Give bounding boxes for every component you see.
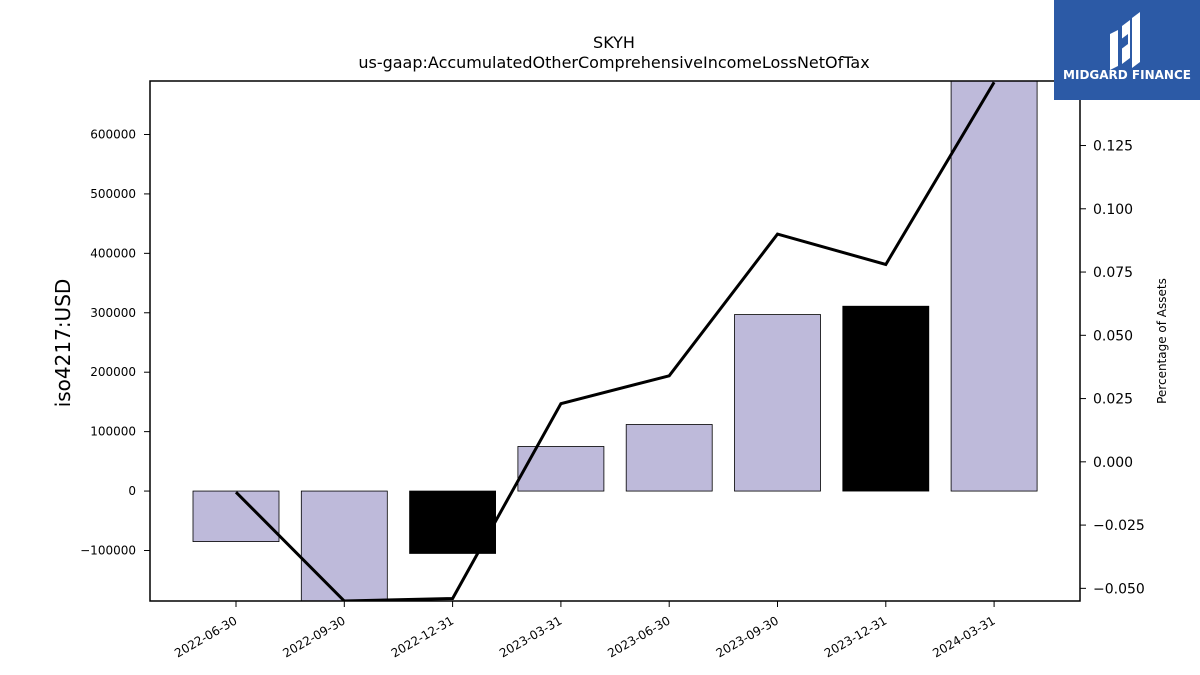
y2-tick-label: 0.100 (1093, 202, 1133, 218)
x-tick-label: 2023-12-31 (822, 613, 889, 660)
y-tick-label: 500000 (90, 187, 136, 201)
y-tick-label: 300000 (90, 306, 136, 320)
bar-2023-06-30 (625, 424, 713, 492)
bar-2022-09-30 (300, 490, 388, 601)
y2-tick-label: −0.050 (1093, 581, 1145, 597)
bar-2024-03-31 (950, 81, 1038, 492)
y-axis-ticks: −100000 0 100000 200000 300000 400000 500000 60… (80, 127, 150, 557)
logo: MIDGARD FINANCE (1054, 0, 1200, 100)
x-tick-label: 2022-06-30 (172, 613, 239, 660)
y-axis-label: iso4217:USD (51, 279, 75, 408)
y-tick-label: 600000 (90, 127, 136, 141)
x-tick-label: 2022-12-31 (389, 613, 456, 660)
bar-2022-06-30 (192, 490, 280, 542)
y2-tick-label: 0.025 (1093, 392, 1133, 408)
y2-axis-label: Percentage of Assets (1155, 278, 1169, 404)
y2-tick-label: −0.025 (1093, 518, 1145, 534)
y-tick-label: 400000 (90, 246, 136, 260)
bar-2023-12-31 (842, 305, 930, 492)
logo-text: MIDGARD FINANCE (1063, 68, 1191, 82)
bars (192, 81, 1038, 601)
y2-axis-ticks: −0.050 −0.025 0.000 0.025 0.050 0.075 0.100 0.1… (1080, 139, 1145, 597)
y2-tick-label: 0.075 (1093, 265, 1133, 281)
x-tick-label: 2024-03-31 (930, 613, 997, 660)
y2-tick-label: 0.000 (1093, 455, 1133, 471)
y-tick-label: 0 (128, 484, 136, 498)
bar-2023-03-31 (517, 446, 605, 492)
y2-tick-label: 0.125 (1093, 139, 1133, 155)
x-tick-label: 2023-09-30 (714, 613, 781, 660)
x-tick-label: 2022-09-30 (280, 613, 347, 660)
logo-mark-icon (1110, 12, 1140, 70)
y-tick-label: 100000 (90, 425, 136, 439)
x-axis-ticks: 2022-06-30 2022-09-30 2022-12-31 2023-03-31… (172, 601, 998, 660)
chart-subtitle: us-gaap:AccumulatedOtherComprehensiveInc… (358, 53, 869, 72)
x-tick-label: 2023-06-30 (605, 613, 672, 660)
bar-2023-09-30 (734, 314, 821, 492)
chart-title: SKYH (593, 33, 635, 52)
y-tick-label: −100000 (80, 543, 136, 557)
bar-2022-12-31 (409, 490, 497, 554)
y-tick-label: 200000 (90, 365, 136, 379)
x-tick-label: 2023-03-31 (497, 613, 564, 660)
y2-tick-label: 0.050 (1093, 328, 1133, 344)
plot-frame (149, 80, 1081, 602)
